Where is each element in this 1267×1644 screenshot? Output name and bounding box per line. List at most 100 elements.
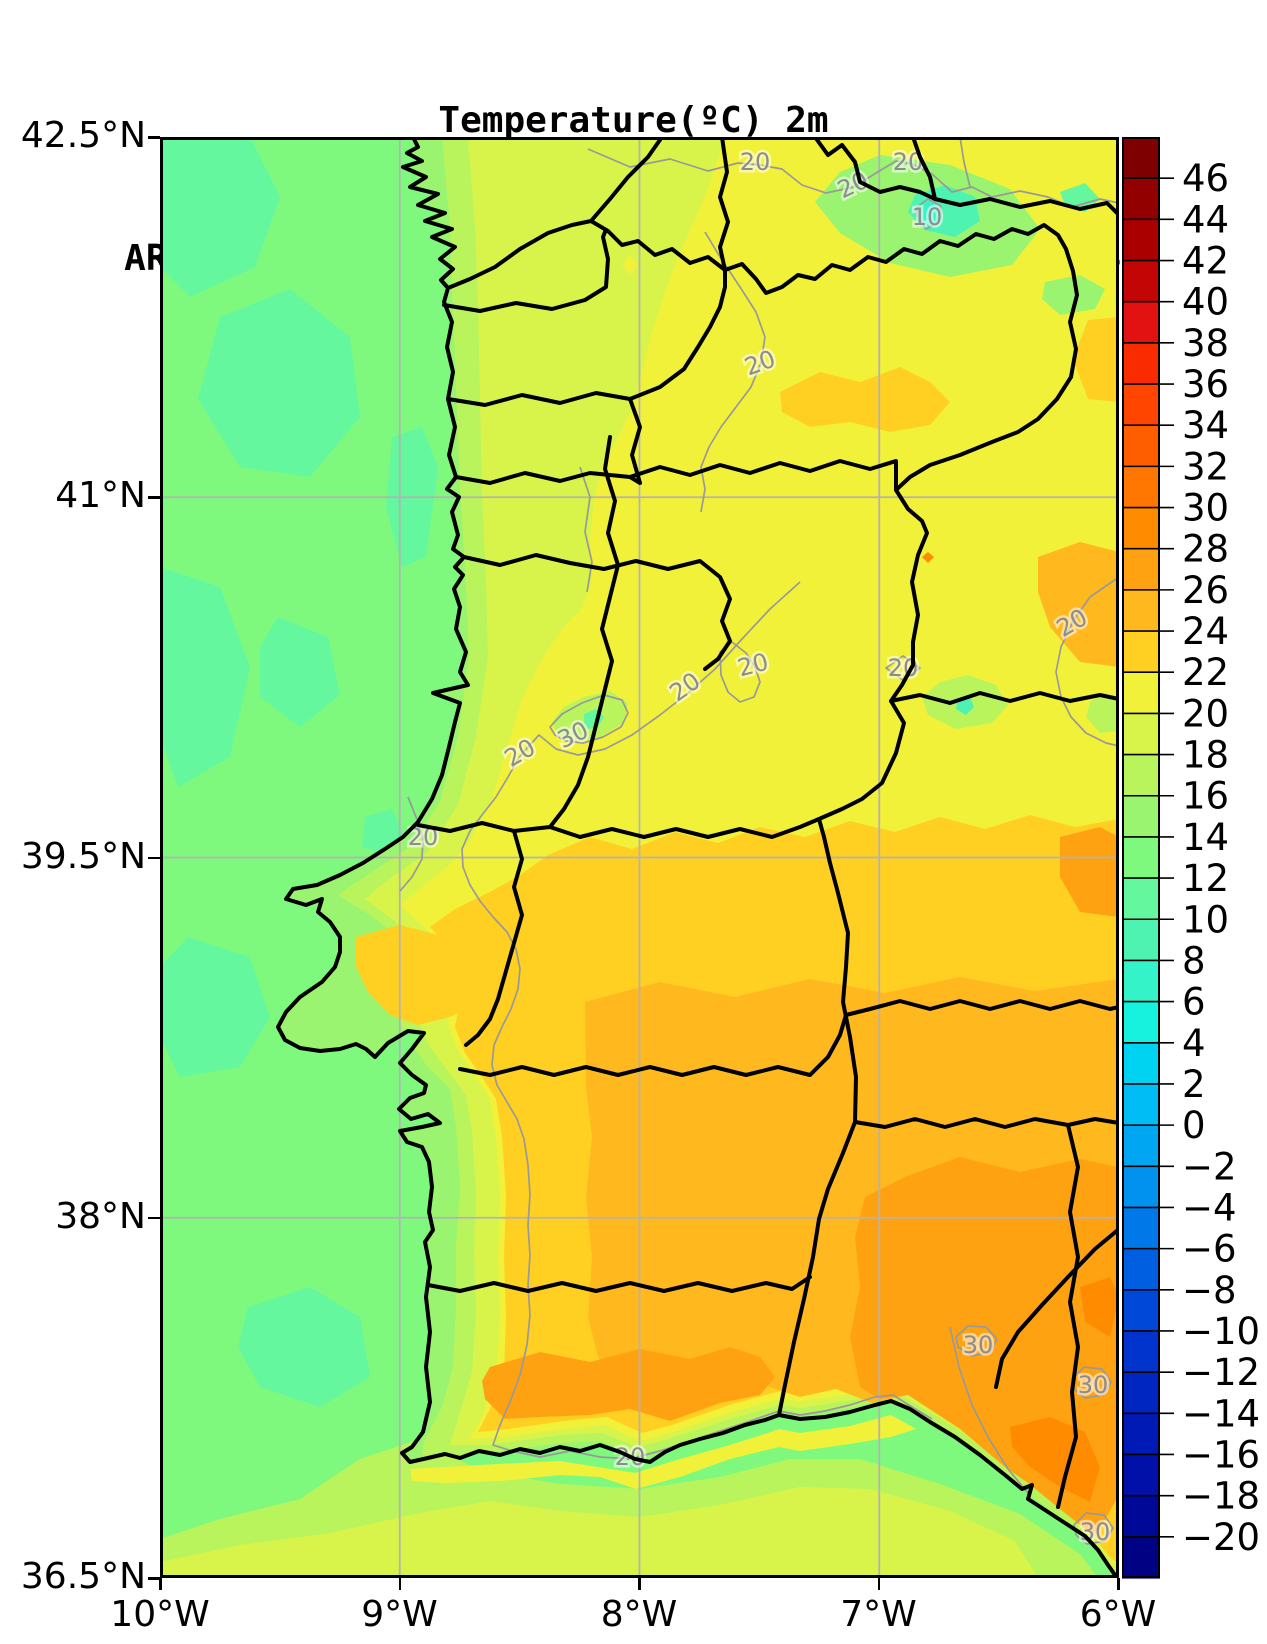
colorbar-band bbox=[1122, 1248, 1160, 1291]
colorbar-band bbox=[1122, 1372, 1160, 1414]
y-tick-mark bbox=[148, 136, 160, 139]
colorbar-tick-label: 28 bbox=[1182, 528, 1229, 571]
coastline bbox=[276, 137, 1117, 1577]
title-line-1: Temperature(ºC) 2m bbox=[438, 100, 829, 141]
colorbar-band bbox=[1122, 919, 1160, 962]
colorbar-tick-label: −20 bbox=[1182, 1516, 1260, 1559]
colorbar-tick-label: 18 bbox=[1182, 734, 1229, 777]
colorbar-band bbox=[1122, 1042, 1160, 1085]
colorbar-band bbox=[1122, 672, 1160, 714]
y-tick-mark bbox=[148, 856, 160, 859]
colorbar-band bbox=[1122, 260, 1160, 303]
contour-label: 20 bbox=[740, 148, 771, 176]
colorbar-tick-label: −6 bbox=[1182, 1228, 1237, 1271]
colorbar-tick-label: 16 bbox=[1182, 775, 1229, 818]
y-tick-mark bbox=[148, 1577, 160, 1580]
colorbar-tick-label: −16 bbox=[1182, 1433, 1260, 1476]
colorbar-tick-label: 20 bbox=[1182, 692, 1229, 735]
colorbar-tick-label: 4 bbox=[1182, 1022, 1206, 1065]
contour-label: 30 bbox=[1078, 1371, 1109, 1399]
colorbar-tick-label: 22 bbox=[1182, 651, 1229, 694]
x-tick-label: 6°W bbox=[1079, 1594, 1157, 1635]
colorbar-band bbox=[1122, 754, 1160, 797]
colorbar-band bbox=[1122, 425, 1160, 467]
contour-label: 30 bbox=[963, 1331, 994, 1359]
x-tick-mark bbox=[877, 1578, 880, 1590]
y-tick-label: 39.5°N bbox=[20, 835, 146, 877]
colorbar-band bbox=[1122, 1001, 1160, 1044]
colorbar-tick-label: −18 bbox=[1182, 1475, 1260, 1518]
colorbar-band bbox=[1122, 836, 1160, 879]
colorbar-band bbox=[1122, 178, 1160, 220]
y-tick-label: 38°N bbox=[55, 1195, 146, 1237]
colorbar: 4644424038363432302826242220181614121086… bbox=[1122, 137, 1260, 1579]
colorbar-band bbox=[1122, 466, 1160, 509]
colorbar-band bbox=[1122, 795, 1160, 838]
colorbar-tick-label: 26 bbox=[1182, 569, 1229, 612]
colorbar-band bbox=[1122, 384, 1160, 426]
colorbar-band bbox=[1122, 1536, 1160, 1579]
colorbar-tick-label: −2 bbox=[1182, 1145, 1237, 1188]
x-tick-mark bbox=[1117, 1578, 1120, 1590]
colorbar-band bbox=[1122, 301, 1160, 344]
colorbar-band bbox=[1122, 1289, 1160, 1332]
y-tick-label: 36.5°N bbox=[20, 1556, 146, 1597]
colorbar-frame bbox=[1122, 137, 1160, 1578]
colorbar-tick-label: 14 bbox=[1182, 816, 1229, 859]
colorbar-tick-label: 44 bbox=[1182, 198, 1229, 241]
colorbar-band bbox=[1122, 137, 1160, 179]
y-tick-label: 42.5°N bbox=[20, 115, 146, 156]
colorbar-band bbox=[1122, 631, 1160, 673]
colorbar-tick-label: 38 bbox=[1182, 322, 1229, 365]
colorbar-band bbox=[1122, 713, 1160, 756]
contour-label: 30 bbox=[1080, 1518, 1111, 1546]
colorbar-tick-label: 32 bbox=[1182, 445, 1229, 488]
colorbar-tick-label: 36 bbox=[1182, 363, 1229, 406]
x-tick-label: 7°W bbox=[840, 1594, 917, 1635]
colorbar-tick-label: 10 bbox=[1182, 898, 1229, 941]
colorbar-tick-label: 0 bbox=[1182, 1104, 1206, 1147]
colorbar-band bbox=[1122, 960, 1160, 1003]
colorbar-tick-label: 34 bbox=[1182, 404, 1229, 447]
x-tick-mark bbox=[638, 1578, 641, 1590]
x-tick-label: 10°W bbox=[110, 1594, 210, 1635]
colorbar-band bbox=[1122, 1454, 1160, 1497]
colorbar-band bbox=[1122, 589, 1160, 632]
colorbar-band bbox=[1122, 1413, 1160, 1456]
colorbar-band bbox=[1122, 1083, 1160, 1126]
colorbar-band bbox=[1122, 507, 1160, 550]
colorbar-band bbox=[1122, 1125, 1160, 1167]
colorbar-tick-label: 40 bbox=[1182, 281, 1229, 324]
y-tick-mark bbox=[148, 1216, 160, 1220]
colorbar-tick-label: −12 bbox=[1182, 1351, 1260, 1394]
contour-label: 10 bbox=[912, 203, 943, 231]
colorbar-tick-label: 46 bbox=[1182, 157, 1229, 200]
y-tick-label: 41°N bbox=[55, 475, 146, 517]
colorbar-band bbox=[1122, 1330, 1160, 1373]
colorbar-band bbox=[1122, 1495, 1160, 1538]
boundary-lines bbox=[276, 137, 1119, 1577]
colorbar-tick-label: 30 bbox=[1182, 487, 1229, 530]
colorbar-tick-label: 24 bbox=[1182, 610, 1229, 653]
colorbar-tick-label: 2 bbox=[1182, 1063, 1206, 1106]
x-tick-label: 8°W bbox=[600, 1594, 678, 1635]
colorbar-tick-label: 12 bbox=[1182, 857, 1229, 900]
x-tick-label: 9°W bbox=[361, 1594, 438, 1635]
colorbar-tick-label: 42 bbox=[1182, 240, 1229, 283]
grid-lines bbox=[160, 137, 1119, 1578]
colorbar-tick-label: −4 bbox=[1182, 1186, 1237, 1229]
colorbar-band bbox=[1122, 878, 1160, 920]
x-tick-mark bbox=[159, 1578, 162, 1590]
x-tick-mark bbox=[398, 1578, 401, 1590]
colorbar-band bbox=[1122, 342, 1160, 385]
colorbar-band bbox=[1122, 1166, 1160, 1209]
y-tick-mark bbox=[148, 496, 160, 499]
colorbar-band bbox=[1122, 548, 1160, 591]
plot-frame bbox=[160, 137, 1119, 1578]
colorbar-band bbox=[1122, 1207, 1160, 1250]
colorbar-tick-label: 6 bbox=[1182, 981, 1206, 1024]
colorbar-band bbox=[1122, 219, 1160, 262]
colorbar-tick-label: −14 bbox=[1182, 1392, 1260, 1435]
